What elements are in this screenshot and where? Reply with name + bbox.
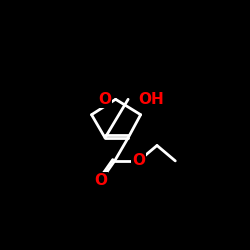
Text: O: O	[95, 173, 108, 188]
Text: O: O	[98, 92, 112, 107]
Text: OH: OH	[139, 92, 164, 107]
Text: O: O	[132, 154, 145, 168]
